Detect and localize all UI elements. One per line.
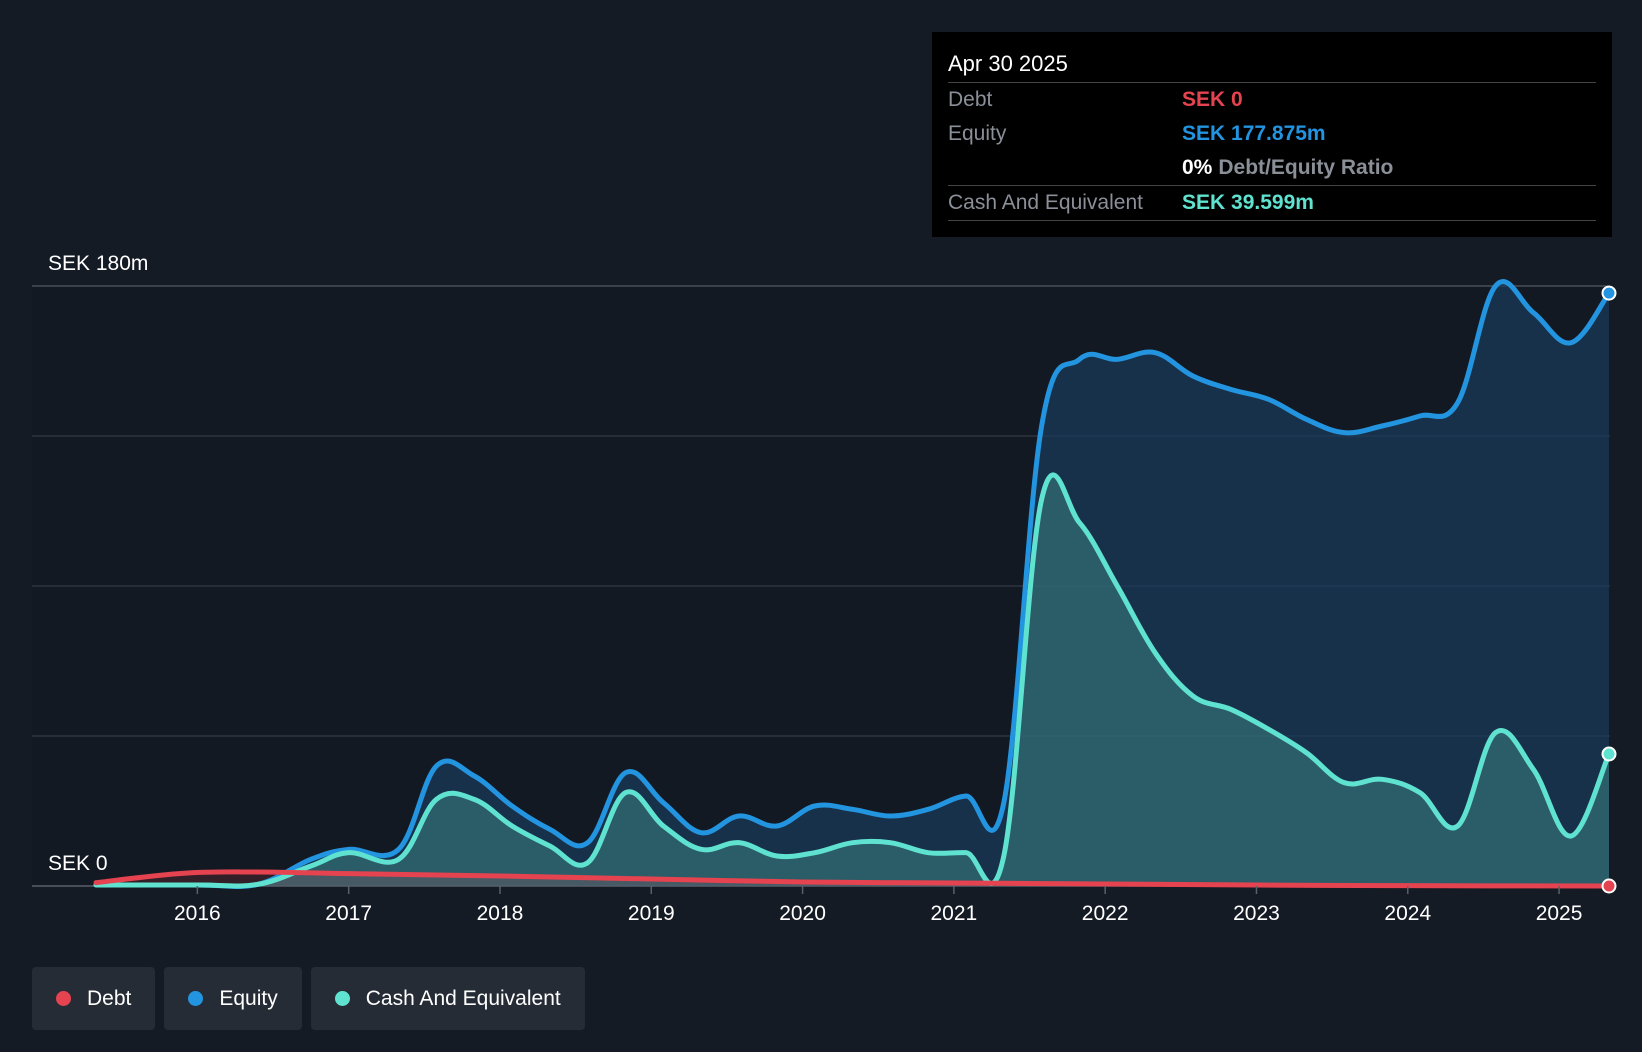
tooltip-debt-value: SEK 0 xyxy=(1182,88,1243,111)
equity-dot-icon xyxy=(188,991,204,1006)
equity-endpoint[interactable] xyxy=(1601,285,1617,301)
x-tick-label-2016: 2016 xyxy=(174,902,221,925)
tooltip-debt-label: Debt xyxy=(948,88,993,111)
x-tick-label-2023: 2023 xyxy=(1233,902,1280,925)
tooltip: Apr 30 2025 Debt SEK 0 Equity SEK 177.87… xyxy=(932,32,1612,237)
legend-item-cash[interactable]: Cash And Equivalent xyxy=(310,967,585,1030)
cash-dot-icon xyxy=(334,991,350,1006)
tooltip-equity-label: Equity xyxy=(948,122,1007,145)
tooltip-cash-value: SEK 39.599m xyxy=(1182,191,1314,214)
cash-area xyxy=(96,474,1609,887)
debt-dot-icon xyxy=(56,991,71,1006)
series-lines xyxy=(93,279,1612,890)
x-tick-label-2017: 2017 xyxy=(325,902,372,925)
x-tick-label-2019: 2019 xyxy=(628,902,675,925)
equity-line xyxy=(93,279,1612,890)
debt-area xyxy=(96,871,1609,886)
x-tick-label-2022: 2022 xyxy=(1082,902,1129,925)
legend-equity-label: Equity xyxy=(219,986,278,1010)
x-tick-label-2018: 2018 xyxy=(477,902,524,925)
series-endpoints xyxy=(1601,285,1617,894)
x-tick-label-2021: 2021 xyxy=(931,902,978,925)
series-areas xyxy=(96,281,1609,887)
tooltip-ratio-label: Debt/Equity Ratio xyxy=(1218,156,1394,179)
legend-item-equity[interactable]: Equity xyxy=(164,967,302,1030)
tooltip-row-debt: Debt SEK 0 xyxy=(948,83,1596,117)
legend-item-debt[interactable]: Debt xyxy=(32,967,156,1030)
cash-line xyxy=(93,472,1612,889)
tooltip-ratio-spacer xyxy=(948,151,1182,185)
debt-endpoint[interactable] xyxy=(1601,878,1617,894)
x-tick-label-2025: 2025 xyxy=(1536,902,1583,925)
legend-debt-label: Debt xyxy=(87,986,132,1010)
cash-endpoint[interactable] xyxy=(1601,746,1617,762)
y-tick-label-zero: SEK 0 xyxy=(48,852,108,875)
legend: Debt Equity Cash And Equivalent xyxy=(32,967,585,1030)
x-tick-label-2020: 2020 xyxy=(779,902,826,925)
tooltip-date: Apr 30 2025 xyxy=(948,46,1596,83)
y-tick-label-max: SEK 180m xyxy=(48,252,148,275)
tooltip-cash-label: Cash And Equivalent xyxy=(948,191,1143,214)
legend-cash-label: Cash And Equivalent xyxy=(365,986,561,1010)
tooltip-row-cash: Cash And Equivalent SEK 39.599m xyxy=(948,186,1596,221)
debt-line xyxy=(93,869,1612,889)
x-tick-label-2024: 2024 xyxy=(1384,902,1431,925)
tooltip-equity-value: SEK 177.875m xyxy=(1182,122,1326,145)
tooltip-row-equity: Equity SEK 177.875m xyxy=(948,117,1596,151)
tooltip-row-ratio: 0% Debt/Equity Ratio xyxy=(948,151,1596,186)
x-axis-ticks: 2016 2017 2018 2019 2020 2021 2022 2023 2024 2025 xyxy=(174,886,1582,925)
tooltip-ratio-value: 0% xyxy=(1182,156,1213,179)
